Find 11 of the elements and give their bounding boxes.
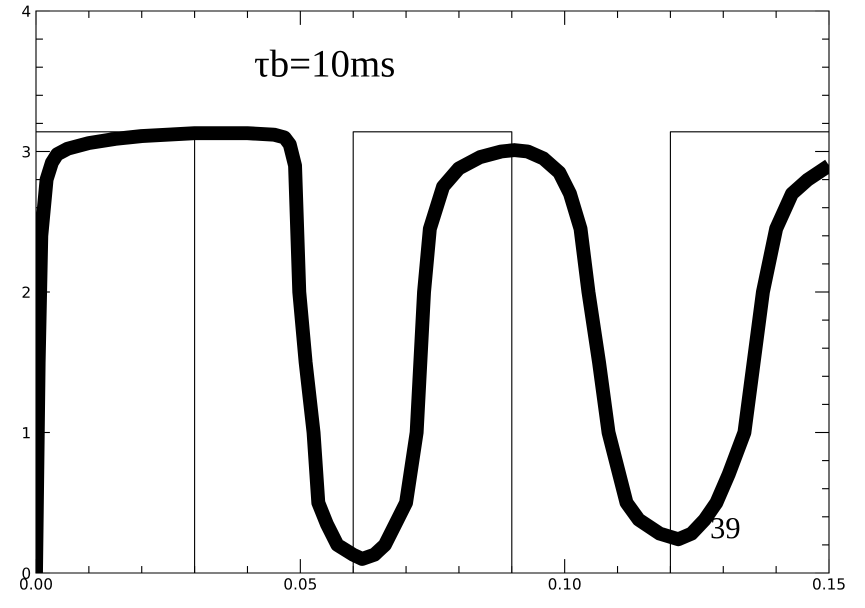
y-tick-label: 2: [22, 286, 30, 298]
y-tick-label: 1: [23, 427, 30, 438]
annotation: 39: [712, 518, 740, 538]
annotation: τb=10ms: [254, 50, 394, 77]
y-tick-label: 4: [22, 6, 30, 17]
x-tick-label: 0.10: [548, 578, 581, 590]
y-tick-label: 0: [22, 567, 30, 580]
x-tick-label: 0.00: [20, 578, 52, 590]
x-tick-label: 0.05: [284, 578, 316, 590]
x-tick-label: 0.15: [813, 578, 845, 590]
y-tick-label: 3: [22, 146, 30, 158]
